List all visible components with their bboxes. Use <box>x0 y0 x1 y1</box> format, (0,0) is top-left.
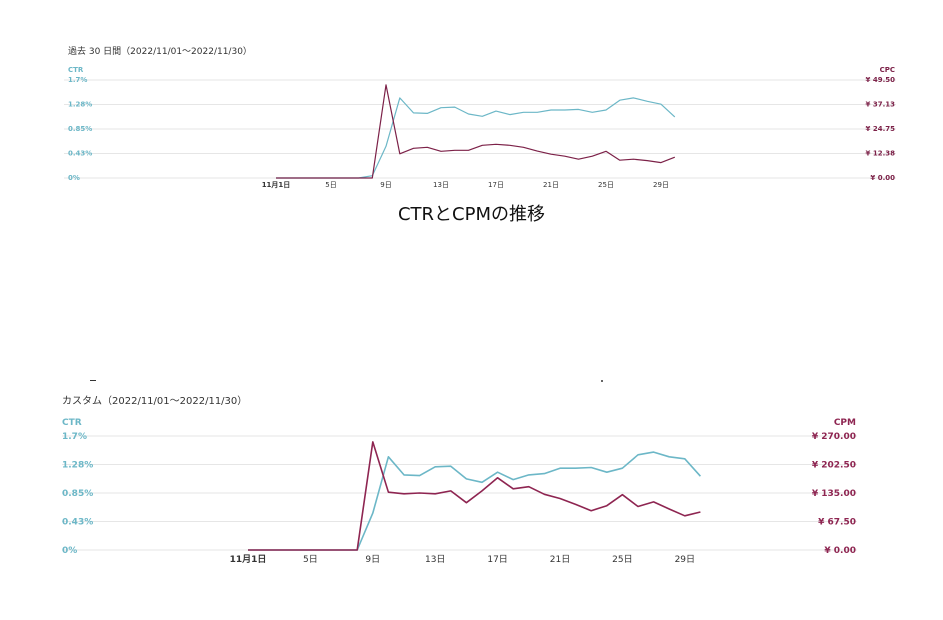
left-axis-tick-label: 0% <box>62 546 77 556</box>
x-axis-tick-label: 17日 <box>487 554 507 565</box>
x-axis-tick-label: 9日 <box>365 554 380 565</box>
right-axis-tick-label: ¥ 270.00 <box>812 432 856 442</box>
x-axis-tick-label: 21日 <box>550 554 570 565</box>
left-axis-tick-label: 1.28% <box>62 461 93 471</box>
series-line-cpc <box>276 84 676 179</box>
ctr-cpc-chart: CTR CPC 1.7% 1.28% 0.85% 0.43% 0% ¥ 49.50 ¥ 37.1… <box>64 66 896 189</box>
x-axis-tick-label: 13日 <box>433 181 449 189</box>
chart-caption: CTRとCPMの推移 <box>397 204 546 225</box>
left-axis-tick-label: 0.85% <box>68 125 92 133</box>
x-axis-tick-label: 11月1日 <box>230 554 267 565</box>
x-axis-tick-label: 21日 <box>543 181 559 189</box>
left-axis-tick-label: 0.85% <box>62 489 93 499</box>
x-axis-tick-label: 5日 <box>303 554 318 565</box>
x-axis-tick-label: 11月1日 <box>262 181 291 189</box>
left-axis-tick-label: 1.7% <box>62 432 87 442</box>
series-line-ctr <box>248 451 701 551</box>
left-axis-tick-label: 1.7% <box>68 76 87 84</box>
left-axis-tick-label: 0% <box>68 174 80 182</box>
left-axis-title: CTR <box>68 66 84 74</box>
right-axis-tick-label: ¥ 0.00 <box>870 174 895 182</box>
x-axis-tick-label: 9日 <box>380 181 391 189</box>
series-line-cpm <box>248 441 701 551</box>
stray-dot-mark <box>601 380 603 382</box>
stray-dash-mark <box>90 380 96 381</box>
x-axis-tick-label: 29日 <box>675 554 695 565</box>
right-axis-tick-label: ¥ 12.38 <box>866 150 896 158</box>
x-axis-tick-label: 13日 <box>425 554 445 565</box>
right-axis-tick-label: ¥ 24.75 <box>866 125 896 133</box>
left-axis-title: CTR <box>62 418 82 428</box>
right-axis-tick-label: ¥ 0.00 <box>824 546 856 556</box>
right-axis-title: CPC <box>880 66 895 74</box>
right-axis-tick-label: ¥ 67.50 <box>818 518 856 528</box>
left-axis-tick-label: 0.43% <box>68 150 92 158</box>
right-axis-tick-label: ¥ 37.13 <box>866 101 896 109</box>
x-axis-tick-label: 25日 <box>612 554 632 565</box>
right-axis-tick-label: ¥ 49.50 <box>866 76 896 84</box>
chart-2-period-label: カスタム（2022/11/01～2022/11/30） <box>62 396 248 407</box>
x-axis-tick-label: 17日 <box>488 181 504 189</box>
x-axis-tick-label: 29日 <box>653 181 669 189</box>
chart-1-period-label: 過去 30 日間（2022/11/01～2022/11/30） <box>68 47 252 57</box>
left-axis-tick-label: 0.43% <box>62 518 93 528</box>
right-axis-title: CPM <box>834 418 856 428</box>
right-axis-tick-label: ¥ 135.00 <box>812 489 856 499</box>
right-axis-tick-label: ¥ 202.50 <box>812 461 856 471</box>
left-axis-tick-label: 1.28% <box>68 101 92 109</box>
x-axis-tick-label: 25日 <box>598 181 614 189</box>
x-axis-tick-label: 5日 <box>325 181 336 189</box>
